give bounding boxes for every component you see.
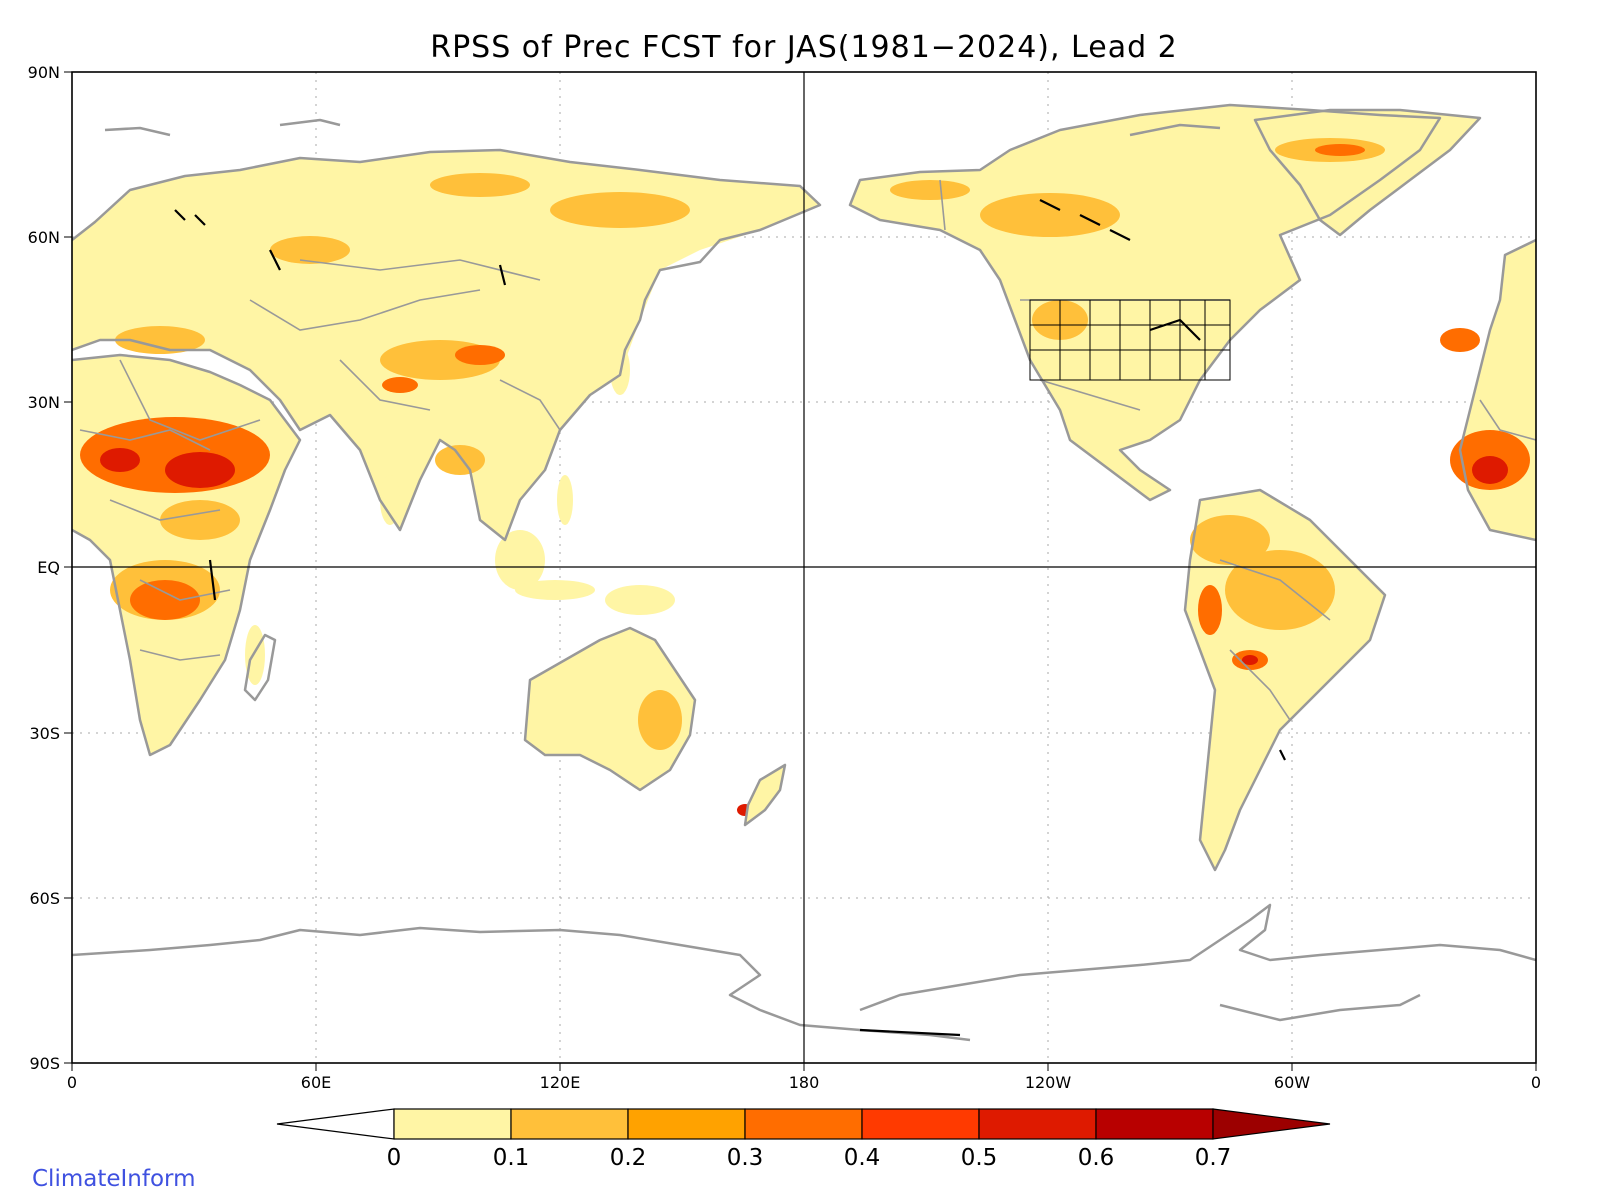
lon-axis: 0 60E 120E 180 120W 60W 0 (67, 1063, 1541, 1092)
lat-tick-label: EQ (37, 558, 60, 577)
colorbar-bin (627, 1108, 746, 1140)
lat-tick-label: 90S (29, 1054, 60, 1073)
lon-tick-label: 0 (67, 1073, 77, 1092)
lon-tick-label: 120E (540, 1073, 581, 1092)
lakes (174, 199, 1286, 1037)
colorbar-bin (1095, 1108, 1214, 1140)
lat-tick-label: 90N (28, 63, 60, 82)
colorbar-bin (510, 1108, 629, 1140)
lat-tick-label: 60N (28, 228, 60, 247)
brand-watermark: ClimateInform (32, 1166, 196, 1192)
colorbar-label: 0 (387, 1145, 402, 1171)
map-plot-area (72, 72, 1536, 1063)
colorbar-label: 0.4 (844, 1145, 881, 1171)
lon-tick-label: 60E (301, 1073, 331, 1092)
colorbar-bin (861, 1108, 980, 1140)
new-zealand-coastline (743, 763, 787, 827)
colorbar-bin (978, 1108, 1097, 1140)
colorbar-bin (393, 1108, 512, 1140)
eurasia-coastline (72, 148, 822, 542)
colorbar-low-arrow (276, 1108, 395, 1140)
south-america-coastline (1183, 488, 1387, 872)
colorbar-label: 0.6 (1078, 1145, 1115, 1171)
gridlines (72, 72, 1536, 1063)
greenland-coastline (1253, 108, 1482, 237)
africa-coastline (72, 353, 302, 757)
map-title: RPSS of Prec FCST for JAS(1981−2024), Le… (430, 30, 1178, 65)
lon-tick-label: 120W (1025, 1073, 1072, 1092)
antarctica-coastline-west (72, 926, 971, 1042)
antarctica-coastline-east (859, 903, 1536, 1012)
australia-coastline (523, 626, 697, 792)
colorbar-label: 0.1 (493, 1145, 530, 1171)
madagascar-coastline (243, 633, 277, 702)
australia-fill (525, 628, 695, 790)
lon-tick-label: 0 (1531, 1073, 1541, 1092)
us-state-borders (1029, 299, 1231, 381)
lat-tick-label: 30N (28, 393, 60, 412)
lon-tick-label: 180 (789, 1073, 820, 1092)
colorbar-label: 0.2 (610, 1145, 647, 1171)
colorbar: 0 0.1 0.2 0.3 0.4 0.5 0.6 0.7 (276, 1108, 1331, 1171)
lon-tick-label: 60W (1274, 1073, 1310, 1092)
colorbar-label: 0.5 (961, 1145, 998, 1171)
colorbar-bin (744, 1108, 863, 1140)
colorbar-label: 0.3 (727, 1145, 764, 1171)
colorbar-high-arrow (1212, 1108, 1331, 1140)
lat-tick-label: 60S (29, 889, 60, 908)
africa-wrap-coastline (1458, 238, 1536, 542)
rpss-fill-layer (72, 105, 1536, 870)
lat-tick-label: 30S (29, 724, 60, 743)
colorbar-label: 0.7 (1195, 1145, 1232, 1171)
lat-axis: 90N 60N 30N EQ 30S 60S 90S (28, 63, 72, 1073)
